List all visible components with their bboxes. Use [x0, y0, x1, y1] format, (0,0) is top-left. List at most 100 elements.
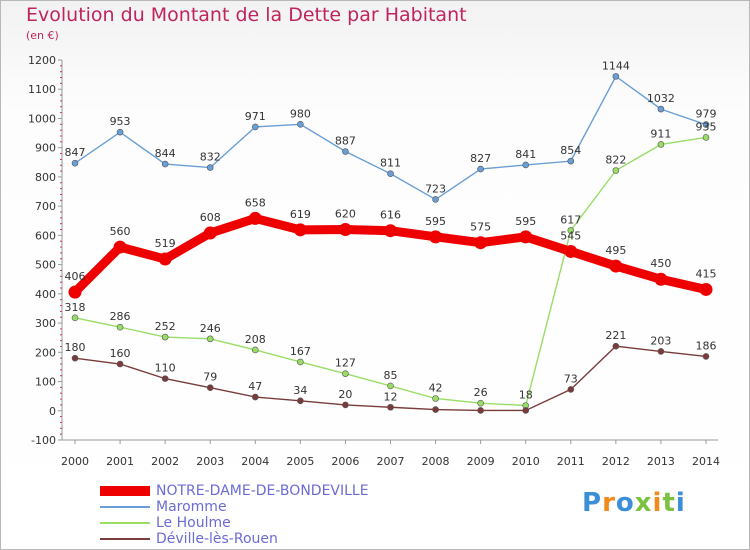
data-point-deville: [432, 406, 439, 413]
legend-item-deville: Déville-lès-Rouen: [100, 531, 369, 547]
data-point-notre-dame: [293, 223, 307, 237]
data-point-deville: [522, 407, 530, 414]
legend-label-maromme: Maromme: [156, 499, 227, 515]
legend-label-deville: Déville-lès-Rouen: [156, 531, 278, 547]
data-point-le-houlme: [657, 141, 665, 148]
legend: NOTRE-DAME-DE-BONDEVILLE Maromme Le Houl…: [100, 483, 369, 547]
x-tick-label: 2009: [467, 455, 495, 468]
data-label-le-houlme: 252: [155, 320, 176, 333]
logo-letter: x: [634, 488, 653, 518]
legend-swatch-maromme: [100, 506, 150, 508]
x-tick-label: 2004: [241, 455, 269, 468]
data-point-le-houlme: [161, 333, 169, 341]
y-tick-label: 700: [35, 200, 56, 213]
data-point-le-houlme: [297, 358, 304, 366]
data-point-deville: [251, 393, 259, 401]
data-label-maromme: 841: [515, 148, 536, 161]
x-tick-label: 2011: [557, 455, 585, 468]
data-point-maromme: [522, 161, 530, 169]
y-tick-label: 600: [35, 229, 56, 242]
data-label-maromme: 844: [155, 147, 176, 160]
data-label-maromme: 811: [380, 157, 401, 170]
data-point-deville: [477, 407, 484, 414]
data-point-maromme: [477, 165, 484, 173]
data-label-notre-dame: 545: [560, 229, 581, 242]
x-tick-label: 2014: [692, 455, 720, 468]
data-point-maromme: [342, 148, 349, 155]
data-point-notre-dame: [158, 252, 172, 266]
y-tick-label: 200: [35, 346, 56, 359]
x-tick-label: 2006: [331, 455, 359, 468]
legend-item-notre-dame: NOTRE-DAME-DE-BONDEVILLE: [100, 483, 369, 499]
data-label-notre-dame: 495: [605, 244, 626, 257]
x-tick-label: 2013: [647, 455, 675, 468]
data-label-deville: 180: [65, 341, 86, 354]
data-point-le-houlme: [71, 314, 79, 322]
data-label-notre-dame: 595: [515, 215, 536, 228]
data-label-deville: 47: [248, 380, 262, 393]
data-label-deville: 203: [650, 334, 671, 347]
data-point-notre-dame: [248, 211, 262, 225]
data-point-deville: [657, 348, 665, 355]
data-point-notre-dame: [68, 285, 82, 299]
chart-unit: (en €): [26, 29, 59, 42]
data-point-deville: [116, 360, 124, 368]
data-point-notre-dame: [384, 224, 397, 238]
data-point-deville: [206, 384, 214, 391]
legend-swatch-deville: [100, 538, 150, 540]
data-label-deville: 79: [203, 371, 217, 384]
data-point-deville: [387, 403, 394, 411]
data-label-notre-dame: 608: [200, 211, 221, 224]
data-label-deville: 12: [384, 390, 398, 403]
x-tick-label: 2008: [422, 455, 450, 468]
data-point-maromme: [432, 196, 439, 203]
y-tick-label: 1200: [28, 54, 56, 67]
data-point-notre-dame: [699, 282, 713, 296]
data-label-maromme: 1032: [647, 92, 675, 105]
data-point-le-houlme: [477, 399, 484, 407]
data-point-le-houlme: [612, 167, 620, 174]
y-tick-label: 0: [49, 405, 56, 418]
data-point-le-houlme: [567, 227, 575, 234]
data-point-maromme: [251, 123, 259, 131]
data-label-le-houlme: 85: [384, 369, 398, 382]
logo-letter: i: [675, 488, 686, 518]
data-point-maromme: [116, 128, 124, 136]
data-point-maromme: [657, 105, 665, 113]
y-tick-label: 1000: [28, 112, 56, 125]
x-tick-label: 2012: [602, 455, 630, 468]
data-point-notre-dame: [564, 244, 578, 258]
logo-letter: i: [652, 488, 663, 518]
data-point-maromme: [206, 164, 214, 171]
x-tick-label: 2000: [61, 455, 89, 468]
logo-letter: P: [582, 488, 603, 518]
logo-letter: o: [615, 488, 635, 518]
data-label-maromme: 847: [65, 146, 86, 159]
data-label-le-houlme: 822: [605, 153, 626, 166]
data-label-notre-dame: 658: [245, 196, 266, 209]
data-label-le-houlme: 935: [696, 120, 717, 133]
data-label-le-houlme: 167: [290, 345, 311, 358]
data-label-notre-dame: 450: [650, 257, 671, 270]
data-point-maromme: [297, 121, 304, 128]
data-point-deville: [161, 375, 169, 382]
data-label-notre-dame: 616: [380, 209, 401, 222]
y-tick-label: 500: [35, 259, 56, 272]
data-label-deville: 34: [293, 384, 307, 397]
data-point-notre-dame: [609, 259, 623, 273]
data-point-deville: [342, 401, 349, 409]
legend-swatch-le-houlme: [100, 522, 150, 524]
data-point-le-houlme: [702, 134, 710, 141]
data-label-deville: 186: [696, 339, 717, 352]
data-point-maromme: [567, 157, 575, 165]
x-tick-label: 2005: [286, 455, 314, 468]
data-label-le-houlme: 127: [335, 357, 356, 370]
y-tick-label: 300: [35, 317, 56, 330]
x-tick-label: 2007: [377, 455, 405, 468]
data-point-notre-dame: [429, 230, 443, 244]
data-point-le-houlme: [342, 370, 349, 377]
data-label-notre-dame: 406: [65, 270, 86, 283]
y-tick-label: 400: [35, 288, 56, 301]
